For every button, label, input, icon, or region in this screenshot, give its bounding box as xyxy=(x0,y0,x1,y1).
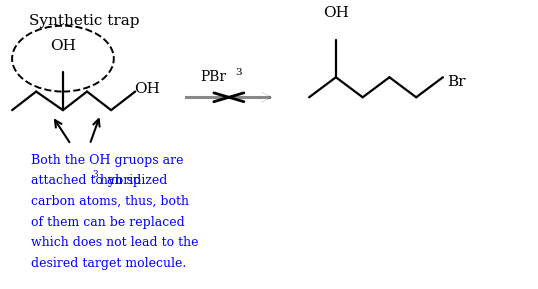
Text: 3: 3 xyxy=(93,170,98,179)
Text: carbon atoms, thus, both: carbon atoms, thus, both xyxy=(31,195,189,208)
Text: Both the OH gruops are: Both the OH gruops are xyxy=(31,154,183,167)
Text: PBr: PBr xyxy=(200,70,226,84)
Text: of them can be replaced: of them can be replaced xyxy=(31,216,185,229)
Text: hybridized: hybridized xyxy=(96,174,168,187)
Text: attached to an sp: attached to an sp xyxy=(31,174,141,187)
Text: OH: OH xyxy=(134,82,160,96)
Text: desired target molecule.: desired target molecule. xyxy=(31,257,186,270)
Text: Br: Br xyxy=(447,75,465,89)
Text: 3: 3 xyxy=(235,68,242,77)
Text: OH: OH xyxy=(50,39,76,53)
Text: OH: OH xyxy=(323,6,349,20)
Text: Synthetic trap: Synthetic trap xyxy=(29,14,139,28)
Text: which does not lead to the: which does not lead to the xyxy=(31,236,199,249)
